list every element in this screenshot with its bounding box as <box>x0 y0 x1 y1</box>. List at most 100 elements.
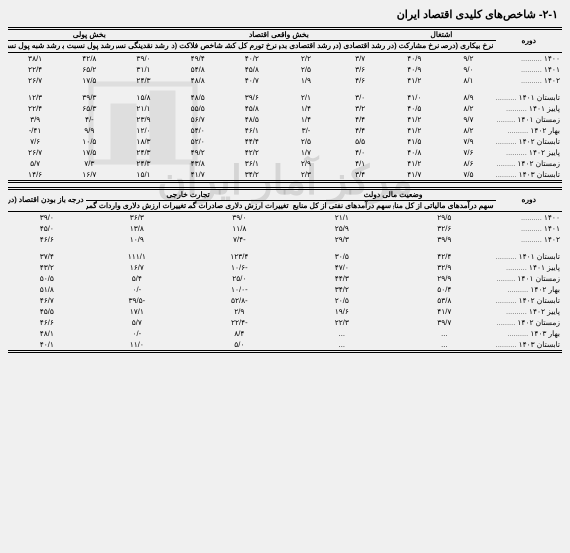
cell-value: ۳/۲ <box>333 103 387 114</box>
h-misery: شاخص فلاکت (درصد) <box>171 41 225 52</box>
cell-value: ۳۹/۰ <box>188 212 290 224</box>
cell-value: ۱۲/۰ <box>116 125 170 136</box>
cell-value: ۴۱/- <box>8 125 62 136</box>
cell-value: ۳۹/۷ <box>393 317 495 328</box>
cell-value: ۸/۲ <box>441 103 495 114</box>
cell-value: ۴۶/۷ <box>8 295 86 306</box>
cell-value: -۱۰/۶ <box>188 262 290 273</box>
cell-value: -۷/۴ <box>188 234 290 245</box>
cell-value: ۴۲/۲ <box>225 147 279 158</box>
h-import-change: تغییرات ارزش دلاری واردات گمرکی نسبت به … <box>86 200 189 211</box>
cell-period: تابستان ۱۴۰۱ .......... <box>496 251 562 262</box>
table-row: ۱۴۰۰ ..........۹/۲۴۰/۹۳/۷۲/۲۴۰/۲۴۹/۴۳۹/۰… <box>8 52 562 64</box>
cell-value: ۵۴/۰ <box>171 125 225 136</box>
cell-value: ۲۶/۷ <box>8 75 62 86</box>
cell-value: ... <box>393 339 495 352</box>
cell-value: ۴۱/۲ <box>387 75 441 86</box>
cell-value: ۲۰/۵ <box>291 295 393 306</box>
cell-period: تابستان ۱۴۰۲ .......... <box>496 295 562 306</box>
cell-period: بهار ۱۴۰۳ .......... <box>496 328 562 339</box>
cell-value: ۶۵/۳ <box>62 103 116 114</box>
cell-value: ۴۱/۷ <box>387 169 441 182</box>
cell-period: ۱۴۰۰ .......... <box>496 212 562 224</box>
cell-value: ۷/۵ <box>441 169 495 182</box>
cell-value: ۷/۳ <box>62 158 116 169</box>
cell-value: ۲۲/۳ <box>291 317 393 328</box>
cell-value: ۴/۰ <box>333 147 387 158</box>
cell-value: ۴۸/۵ <box>225 114 279 125</box>
h-inflation: نرخ تورم کل کشور (درصد) <box>225 41 279 52</box>
cell-value: ۳۹/۶ <box>225 92 279 103</box>
cell-value: ۴۰/۹ <box>387 64 441 75</box>
cell-period: بهار ۱۴۰۲ .......... <box>496 125 562 136</box>
cell-value: ۴۰/۸ <box>387 147 441 158</box>
table-row: تابستان ۱۴۰۱ ..........۴۲/۴۳۰/۵۱۲۳/۴۱۱۱/… <box>8 251 562 262</box>
cell-value: ۳۸/۱ <box>8 52 62 64</box>
cell-value: ۴۹/۲ <box>171 147 225 158</box>
group-employment: اشتغال <box>387 29 495 41</box>
cell-value: ۳۴/۲ <box>291 284 393 295</box>
cell-value: ۳۲/۹ <box>393 262 495 273</box>
cell-period: ۱۴۰۱ .......... <box>496 64 562 75</box>
cell-value: ۴/۴ <box>333 114 387 125</box>
cell-value: ۲۹/۹ <box>393 273 495 284</box>
table-row: تابستان ۱۴۰۳ ................۵/۰۱۱/۰۴۰/۱ <box>8 339 562 352</box>
cell-value: ۵/۴ <box>86 273 189 284</box>
cell-value: ۷/۶ <box>441 147 495 158</box>
cell-value: ۴۰/۵ <box>387 103 441 114</box>
cell-value: ۲۴/۳ <box>116 147 170 158</box>
cell-value: ۲۲/۴ <box>8 103 62 114</box>
cell-value: ۱۵/۱ <box>116 169 170 182</box>
h-export-change: تغییرات ارزش دلاری صادرات گمرکی نسبت به … <box>188 200 290 211</box>
cell-value: ۴۰/۷ <box>225 75 279 86</box>
cell-value: ۱۴/۶ <box>8 169 62 182</box>
cell-period: پاییز ۱۴۰۲ .......... <box>496 147 562 158</box>
cell-value: ۴۸/۵ <box>171 92 225 103</box>
cell-value: ۷/۹ <box>441 136 495 147</box>
h-money: رشد پول نسبت به پایان سال قبل (درصد) <box>62 41 116 52</box>
table-row: تابستان ۱۴۰۲ ..........۷/۹۴۱/۵۵/۵۲/۵۴۴/۴… <box>8 136 562 147</box>
h-tax-share: سهم درآمدهای مالیاتی از کل منابع (درصد) <box>393 200 495 211</box>
cell-value: ۱/۴ <box>279 103 333 114</box>
cell-value: ۲۱/۱ <box>116 103 170 114</box>
group-monetary: بخش پولی <box>8 29 171 41</box>
cell-value: ۱۲۳/۴ <box>188 251 290 262</box>
table-row: پاییز ۱۴۰۱ ..........۳۲/۹۴۷/۰-۱۰/۶۱۶/۷۴۳… <box>8 262 562 273</box>
cell-value: ۳۶/۱ <box>225 158 279 169</box>
table-row: ۱۴۰۱ ..........۳۲/۶۲۵/۹۱۱/۸۱۳/۸۴۵/۰ <box>8 223 562 234</box>
cell-value: ۴۱/۰ <box>387 92 441 103</box>
cell-value: ۴۲/۴ <box>393 251 495 262</box>
cell-value: ۳۷/۴ <box>8 251 86 262</box>
cell-period: زمستان ۱۴۰۱ .......... <box>496 273 562 284</box>
h-liquidity: رشد نقدینگی نسبت به پایان سال قبل (درصد) <box>116 41 170 52</box>
cell-value: ۵۰/۵ <box>8 273 86 284</box>
cell-value: ۳/۴ <box>333 169 387 182</box>
table-row: ۱۴۰۰ ..........۲۹/۵۲۱/۱۳۹/۰۳۶/۳۳۹/۰ <box>8 212 562 224</box>
cell-value: ۲۹/۵ <box>393 212 495 224</box>
cell-period: زمستان ۱۴۰۲ .......... <box>496 317 562 328</box>
cell-value: ۴۰/۹ <box>387 52 441 64</box>
cell-value: ۴۵/۰ <box>8 223 86 234</box>
cell-value: ۱/۹ <box>279 75 333 86</box>
cell-value: ۵/۷ <box>8 158 62 169</box>
cell-value: ۹/۰ <box>441 64 495 75</box>
cell-value: -۲۲/۴ <box>188 317 290 328</box>
cell-value: ۱۰/۵ <box>62 136 116 147</box>
cell-value: ۵۱/۸ <box>8 284 86 295</box>
cell-value: ۵/۰ <box>188 339 290 352</box>
cell-value: ۵۲/۰ <box>171 136 225 147</box>
cell-value: ۳۲/۶ <box>393 223 495 234</box>
cell-value: ۴۶/۶ <box>8 317 86 328</box>
cell-value: ۳۹/۳ <box>62 92 116 103</box>
cell-value: ۸/۶ <box>441 158 495 169</box>
group-real-economy: بخش واقعی اقتصاد <box>171 29 388 41</box>
cell-value: ۲۹/۳ <box>291 234 393 245</box>
cell-value: ۳/۷ <box>333 52 387 64</box>
group-trade: تجارت خارجی <box>86 188 291 200</box>
cell-value: ... <box>393 328 495 339</box>
table-row: بهار ۱۴۰۲ ..........۸/۲۴۱/۲۴/۴-/۳۴۶/۱۵۴/… <box>8 125 562 136</box>
cell-value: ۱۹/۶ <box>291 306 393 317</box>
cell-period: بهار ۱۴۰۲ .......... <box>496 284 562 295</box>
cell-value: ۴۶/۱ <box>225 125 279 136</box>
cell-value: ۱۷/۱ <box>86 306 189 317</box>
